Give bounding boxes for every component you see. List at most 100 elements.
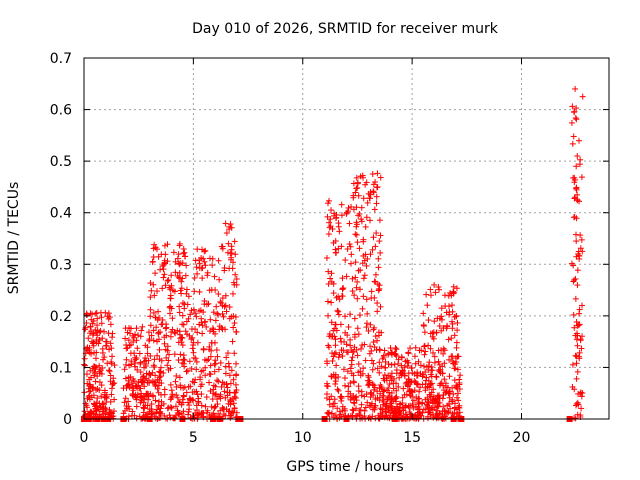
data-point xyxy=(569,383,576,390)
data-point xyxy=(367,321,374,328)
data-point xyxy=(150,327,157,334)
data-point xyxy=(326,219,333,226)
data-point xyxy=(102,394,109,401)
data-point xyxy=(349,406,356,413)
data-point xyxy=(151,356,158,363)
data-point xyxy=(143,375,150,382)
data-point xyxy=(94,315,101,322)
data-point xyxy=(196,265,203,272)
data-point xyxy=(423,291,430,298)
data-point xyxy=(344,246,351,253)
data-point xyxy=(147,352,154,359)
plot-frame xyxy=(83,57,610,420)
data-point xyxy=(193,366,200,373)
data-point xyxy=(81,408,88,415)
data-point xyxy=(174,255,181,262)
data-point xyxy=(579,302,586,309)
data-point xyxy=(91,369,98,376)
data-point xyxy=(577,245,584,252)
data-point xyxy=(161,340,168,347)
data-point xyxy=(121,399,128,406)
data-point xyxy=(433,374,440,381)
data-point xyxy=(133,325,140,332)
data-point xyxy=(343,341,350,348)
data-point xyxy=(424,402,431,409)
data-point xyxy=(206,379,213,386)
data-point xyxy=(137,333,144,340)
data-point xyxy=(383,412,390,419)
data-point xyxy=(233,372,240,379)
data-point xyxy=(431,353,438,360)
data-point xyxy=(183,368,190,375)
data-point xyxy=(356,312,363,319)
data-point xyxy=(106,368,113,375)
data-point xyxy=(366,350,373,357)
y-tick-label: 0.6 xyxy=(50,103,72,119)
data-point xyxy=(395,383,402,390)
data-point xyxy=(218,324,225,331)
data-point xyxy=(345,204,352,211)
data-point xyxy=(152,244,159,251)
data-point xyxy=(123,403,130,410)
data-point xyxy=(219,379,226,386)
data-point xyxy=(179,275,186,282)
data-point xyxy=(164,405,171,412)
data-point xyxy=(121,366,128,373)
data-point xyxy=(183,389,190,396)
data-point xyxy=(328,299,335,306)
data-point xyxy=(182,328,189,335)
data-point xyxy=(101,328,108,335)
data-point xyxy=(574,196,581,203)
data-point xyxy=(354,325,361,332)
data-point xyxy=(325,410,332,417)
data-point xyxy=(214,377,221,384)
data-point xyxy=(82,326,89,333)
data-point xyxy=(399,400,406,407)
data-point xyxy=(192,409,199,416)
data-point xyxy=(436,315,443,322)
data-point xyxy=(355,331,362,338)
data-point xyxy=(351,292,358,299)
data-point xyxy=(186,332,193,339)
data-point xyxy=(231,320,238,327)
data-point xyxy=(417,362,424,369)
data-point xyxy=(381,377,388,384)
data-point xyxy=(213,303,220,310)
data-point xyxy=(575,248,582,255)
data-point xyxy=(177,382,184,389)
data-point xyxy=(212,360,219,367)
data-point xyxy=(203,394,210,401)
data-point xyxy=(147,391,154,398)
data-point xyxy=(161,271,168,278)
data-point xyxy=(348,251,355,258)
data-point xyxy=(181,253,188,260)
data-point xyxy=(375,255,382,262)
data-point xyxy=(354,412,361,419)
data-point xyxy=(208,403,215,410)
data-point xyxy=(221,303,228,310)
data-point xyxy=(372,333,379,340)
data-point xyxy=(210,309,217,316)
data-point xyxy=(108,360,115,367)
data-point xyxy=(167,295,174,302)
data-point xyxy=(139,323,146,330)
data-point xyxy=(428,389,435,396)
data-point xyxy=(328,278,335,285)
data-point xyxy=(446,373,453,380)
data-point xyxy=(374,337,381,344)
data-point xyxy=(199,275,206,282)
data-point xyxy=(370,360,377,367)
data-point xyxy=(128,412,135,419)
data-point xyxy=(81,355,88,362)
data-point xyxy=(329,333,336,340)
data-point xyxy=(574,282,581,289)
data-point xyxy=(360,275,367,282)
data-point xyxy=(176,410,183,417)
data-point xyxy=(426,405,433,412)
data-point xyxy=(180,321,187,328)
data-point xyxy=(127,330,134,337)
y-tick-label: 0.3 xyxy=(50,257,72,273)
data-point xyxy=(198,368,205,375)
data-point xyxy=(439,414,446,421)
data-point xyxy=(385,385,392,392)
